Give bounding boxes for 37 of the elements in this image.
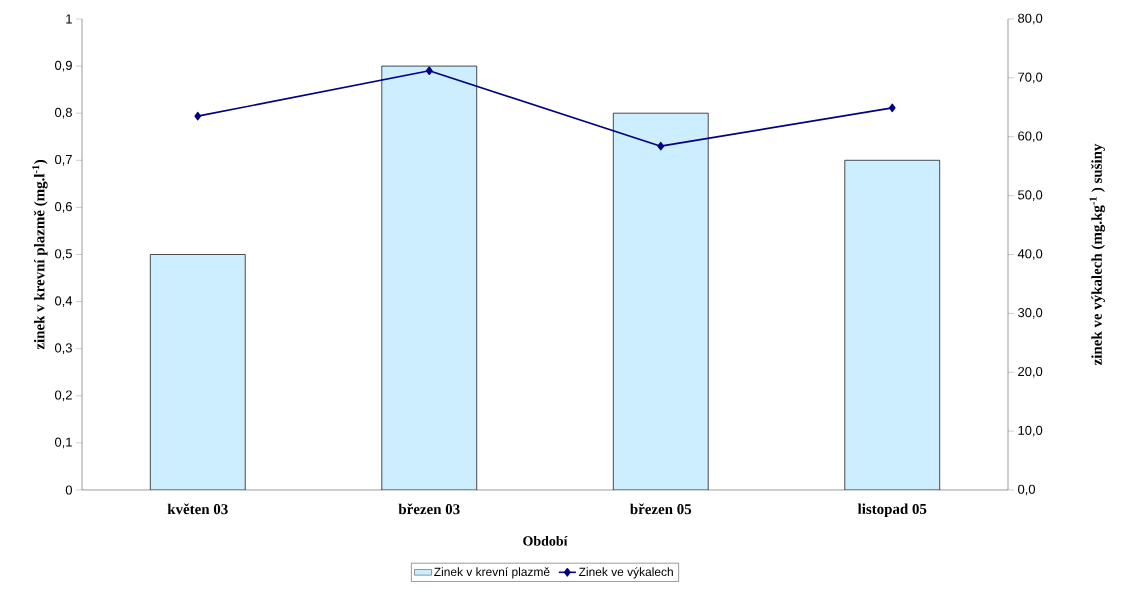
y-tick-label: 0,9 [54, 60, 72, 72]
y2-tick-label: 50,0 [1018, 190, 1043, 201]
y-axis-title: zinek v krevní plazmě (mg.l$^{-1}$) [32, 159, 48, 350]
y2-tick-label: 30,0 [1018, 308, 1043, 319]
bar [150, 254, 246, 490]
y-tick-label: 0,1 [54, 437, 72, 449]
y-tick-label: 0,8 [54, 107, 72, 119]
point [425, 66, 433, 76]
y2-tick-label: 20,0 [1018, 366, 1043, 378]
x-tick-label: březen 05 [630, 503, 692, 515]
legend-label: Zinek v krevní plazmě [434, 567, 550, 579]
bar [381, 66, 477, 490]
y2-tick-label: 40,0 [1017, 249, 1043, 260]
y2-tick-label: 70,0 [1018, 72, 1043, 84]
y2-tick-label: 60,0 [1018, 131, 1043, 143]
x-axis-title: Období [523, 535, 568, 546]
x-tick-label: listopad 05 [857, 503, 927, 518]
y-tick-label: 1 [66, 14, 72, 24]
y-tick-label: 0,6 [54, 202, 72, 213]
y-tick-label: 0,2 [54, 390, 72, 402]
y-tick-label: 0,3 [54, 343, 72, 355]
y-tick-label: 0,7 [54, 154, 72, 166]
point [888, 103, 896, 113]
y-tick-label: 0 [65, 485, 72, 495]
y-tick-label: 0,5 [54, 249, 72, 260]
legend-label: Zinek ve výkalech [579, 567, 673, 579]
bar [613, 113, 709, 490]
y2-tick-label: 10,0 [1018, 425, 1043, 437]
x-tick-label: březen 03 [398, 503, 460, 515]
bar [844, 159, 941, 490]
point [194, 111, 202, 121]
y2-tick-label: 0,0 [1018, 484, 1036, 496]
y2-axis-title: zinek ve výkalech (mg.kg$^{-1}$ ) sušiny [1089, 143, 1105, 366]
y2-tick-label: 80,0 [1018, 13, 1043, 25]
y-tick-label: 0,4 [54, 296, 73, 307]
point [657, 141, 665, 151]
x-tick-label: květen 03 [167, 503, 228, 515]
